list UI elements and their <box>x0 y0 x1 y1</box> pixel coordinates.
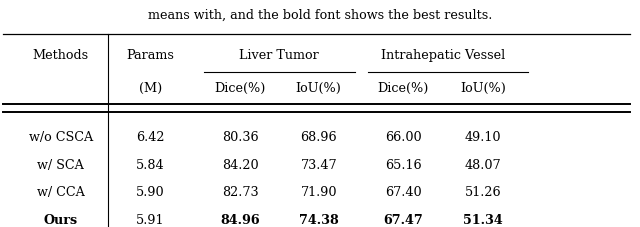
Text: 73.47: 73.47 <box>300 158 337 171</box>
Text: 74.38: 74.38 <box>299 212 339 226</box>
Text: means with, and the bold font shows the best results.: means with, and the bold font shows the … <box>148 9 492 22</box>
Text: Ours: Ours <box>44 212 78 226</box>
Text: 67.40: 67.40 <box>385 185 422 198</box>
Text: w/o CSCA: w/o CSCA <box>29 131 93 144</box>
Text: 51.34: 51.34 <box>463 212 503 226</box>
Text: 84.96: 84.96 <box>220 212 260 226</box>
Text: 82.73: 82.73 <box>221 185 259 198</box>
Text: Liver Tumor: Liver Tumor <box>239 49 319 62</box>
Text: 65.16: 65.16 <box>385 158 422 171</box>
Text: 6.42: 6.42 <box>136 131 164 144</box>
Text: 71.90: 71.90 <box>300 185 337 198</box>
Text: 84.20: 84.20 <box>221 158 259 171</box>
Text: 5.84: 5.84 <box>136 158 164 171</box>
Text: 66.00: 66.00 <box>385 131 422 144</box>
Text: Intrahepatic Vessel: Intrahepatic Vessel <box>381 49 506 62</box>
Text: Methods: Methods <box>33 49 89 62</box>
Text: 68.96: 68.96 <box>300 131 337 144</box>
Text: 5.90: 5.90 <box>136 185 164 198</box>
Text: Dice(%): Dice(%) <box>378 82 429 95</box>
Text: 67.47: 67.47 <box>383 212 423 226</box>
Text: Dice(%): Dice(%) <box>214 82 266 95</box>
Text: (M): (M) <box>139 82 162 95</box>
Text: 5.91: 5.91 <box>136 212 164 226</box>
Text: IoU(%): IoU(%) <box>296 82 342 95</box>
Text: Params: Params <box>127 49 174 62</box>
Text: 49.10: 49.10 <box>465 131 502 144</box>
Text: w/ CCA: w/ CCA <box>37 185 84 198</box>
Text: 48.07: 48.07 <box>465 158 502 171</box>
Text: w/ SCA: w/ SCA <box>37 158 84 171</box>
Text: 51.26: 51.26 <box>465 185 502 198</box>
Text: IoU(%): IoU(%) <box>460 82 506 95</box>
Text: 80.36: 80.36 <box>221 131 259 144</box>
